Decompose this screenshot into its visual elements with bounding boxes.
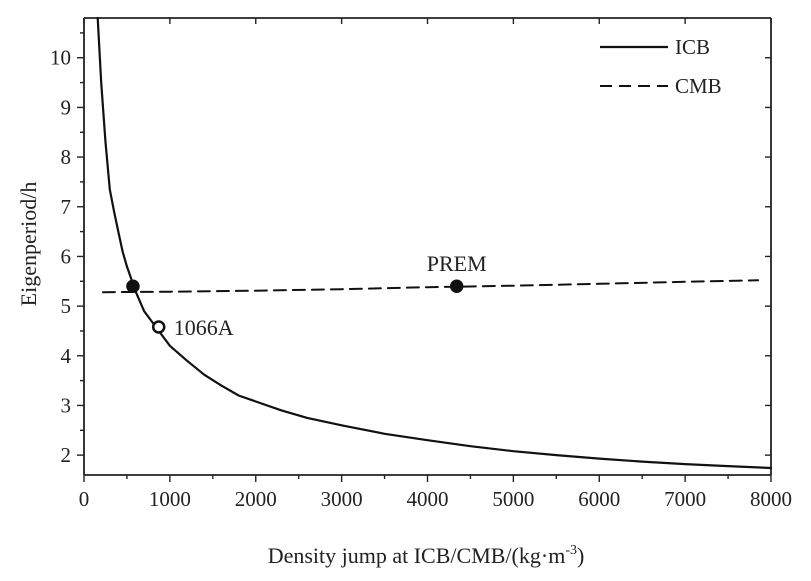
series-cmb-line — [101, 279, 760, 294]
y-tick-label: 5 — [61, 294, 72, 318]
x-tick-label: 1000 — [149, 487, 191, 511]
annotation-prem: PREM — [427, 251, 487, 276]
y-tick-label: 10 — [50, 46, 71, 70]
marker-prem — [449, 279, 464, 293]
x-tick-label: 8000 — [750, 487, 792, 511]
x-tick-label: 0 — [79, 487, 90, 511]
y-tick-label: 8 — [61, 145, 72, 169]
x-tick-label: 2000 — [235, 487, 277, 511]
y-tick-label: 2 — [61, 443, 72, 467]
y-tick-label: 4 — [61, 344, 72, 368]
x-tick-label: 7000 — [664, 487, 706, 511]
legend-cmb-label: CMB — [675, 74, 722, 98]
y-tick-label: 9 — [61, 95, 72, 119]
y-tick-label: 7 — [61, 195, 72, 219]
x-axis-title: Density jump at ICB/CMB/(kg·m-3) — [268, 543, 585, 568]
annotation-1066a: 1066A — [174, 315, 234, 340]
y-axis-title: Eigenperiod/h — [16, 182, 41, 307]
x-tick-label: 5000 — [492, 487, 534, 511]
marker-1066a — [151, 320, 166, 334]
axes: 0 1000 2000 3000 4000 5000 6000 7000 8000 2 3 4 5 6 7 8… — [50, 17, 792, 511]
marker-intersection — [126, 279, 140, 293]
x-axis-title-superscript: -3 — [565, 543, 577, 558]
x-axis-title-end: ) — [577, 543, 584, 568]
x-tick-label: 4000 — [407, 487, 449, 511]
y-tick-label: 3 — [61, 393, 72, 417]
y-tick-label: 6 — [61, 244, 72, 268]
x-tick-label: 3000 — [321, 487, 363, 511]
x-axis-title-main: Density jump at ICB/CMB/(kg·m — [268, 543, 566, 568]
marker-layer: PREM 1066A — [126, 251, 487, 340]
legend-icb-label: ICB — [675, 35, 710, 59]
series-layer — [96, 16, 773, 470]
series-icb-line — [96, 16, 773, 470]
legend: ICB CMB — [600, 35, 722, 98]
x-tick-label: 6000 — [578, 487, 620, 511]
